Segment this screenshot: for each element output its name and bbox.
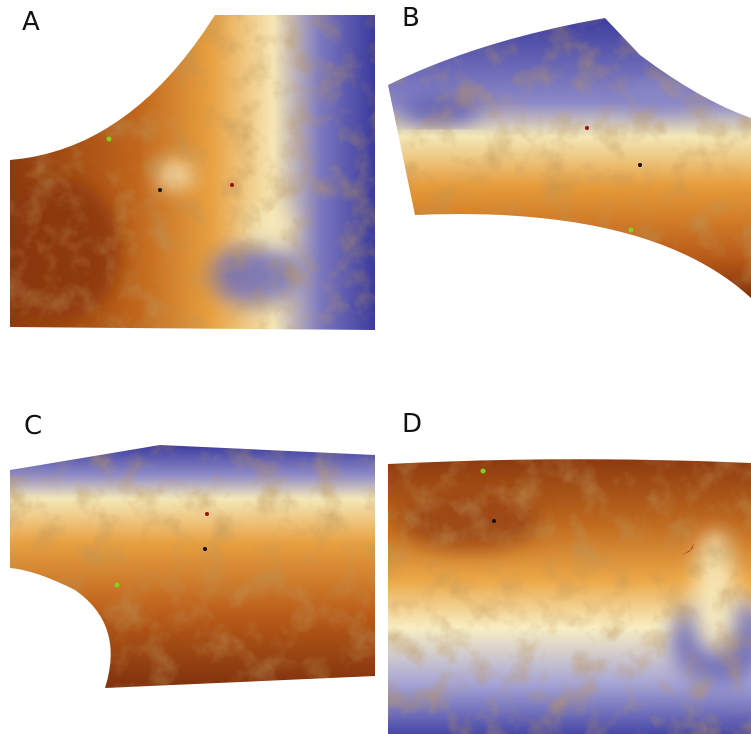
figure: A B C D <box>0 0 751 734</box>
panel-label: C <box>24 411 42 441</box>
panel-label: D <box>402 409 422 439</box>
panel-a-terrain <box>0 15 375 330</box>
panel-c-terrain <box>10 445 375 690</box>
panel-label: A <box>22 7 40 37</box>
panel-d-terrain <box>388 455 751 734</box>
panel-b-terrain <box>388 18 751 300</box>
panel-label: B <box>402 3 420 33</box>
